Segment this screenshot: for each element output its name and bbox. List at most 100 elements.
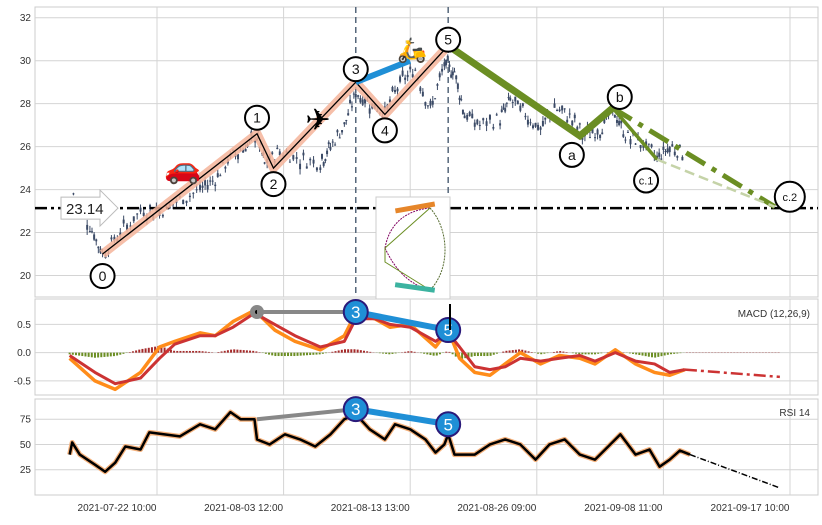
macd-histogram-bar bbox=[141, 349, 143, 353]
level-label: 23.14 bbox=[66, 201, 104, 218]
macd-histogram-bar bbox=[284, 353, 286, 356]
macd-histogram-bar bbox=[562, 352, 564, 353]
candle-body bbox=[469, 112, 471, 116]
macd-histogram-bar bbox=[651, 353, 653, 358]
candle-body bbox=[514, 97, 516, 102]
candle-body bbox=[554, 103, 556, 107]
macd-histogram-bar bbox=[347, 349, 349, 352]
candle-body bbox=[394, 90, 396, 92]
candle-body bbox=[422, 92, 424, 96]
candle-body bbox=[369, 108, 371, 113]
candle-body bbox=[432, 101, 434, 105]
candle-body bbox=[404, 78, 406, 80]
macd-histogram-bar bbox=[654, 353, 656, 358]
macd-histogram-bar bbox=[509, 350, 511, 352]
macd-y-tick-label: -0.5 bbox=[14, 376, 32, 387]
macd-histogram-bar bbox=[388, 353, 390, 355]
candle-body bbox=[660, 158, 662, 159]
macd-histogram-bar bbox=[287, 353, 289, 356]
candle-body bbox=[86, 225, 88, 230]
candle-body bbox=[512, 102, 514, 103]
macd-histogram-bar bbox=[335, 351, 337, 353]
candle-body bbox=[471, 114, 473, 118]
rsi-y-tick-label: 75 bbox=[20, 415, 32, 426]
candle-body bbox=[627, 132, 629, 133]
candle-body bbox=[476, 120, 478, 125]
macd-histogram-bar bbox=[410, 351, 412, 352]
candle-body bbox=[671, 144, 673, 146]
candle-body bbox=[640, 145, 642, 148]
macd-histogram-bar bbox=[344, 349, 346, 352]
macd-histogram-bar bbox=[524, 351, 526, 353]
wave-label-b: b bbox=[616, 89, 624, 105]
candle-body bbox=[209, 180, 211, 181]
rsi-divergence-label: 5 bbox=[443, 415, 452, 434]
candle-body bbox=[574, 115, 576, 118]
macd-histogram-bar bbox=[151, 347, 153, 352]
macd-histogram-bar bbox=[505, 351, 507, 353]
macd-histogram-bar bbox=[366, 351, 368, 352]
candle-body bbox=[522, 103, 524, 106]
candle-body bbox=[89, 231, 91, 232]
candle-body bbox=[474, 123, 476, 127]
candle-body bbox=[332, 142, 334, 143]
candle-body bbox=[414, 70, 416, 71]
candle-body bbox=[334, 145, 336, 146]
macd-histogram-bar bbox=[221, 351, 223, 352]
macd-histogram-bar bbox=[496, 353, 498, 354]
macd-histogram-bar bbox=[297, 353, 299, 356]
candle-body bbox=[436, 84, 438, 86]
candle-body bbox=[182, 200, 184, 204]
candle-body bbox=[299, 164, 301, 169]
candle-body bbox=[564, 108, 566, 109]
candle-body bbox=[616, 120, 618, 123]
candle-body bbox=[329, 147, 331, 150]
price-y-tick-label: 32 bbox=[20, 13, 32, 24]
airplane-icon: ✈ bbox=[305, 104, 330, 137]
macd-histogram-bar bbox=[316, 353, 318, 355]
macd-histogram-bar bbox=[357, 350, 359, 353]
macd-histogram-bar bbox=[233, 349, 235, 352]
macd-histogram-bar bbox=[300, 353, 302, 356]
macd-histogram-bar bbox=[585, 353, 587, 355]
rsi-y-tick-label: 25 bbox=[20, 465, 32, 476]
candle-body bbox=[561, 106, 563, 111]
macd-histogram-bar bbox=[661, 353, 663, 357]
macd-histogram-bar bbox=[433, 353, 435, 356]
x-tick-label: 2021-08-26 09:00 bbox=[457, 503, 536, 514]
candle-body bbox=[667, 148, 669, 152]
macd-histogram-bar bbox=[572, 353, 574, 354]
candle-body bbox=[439, 73, 441, 77]
candle-body bbox=[402, 71, 404, 76]
macd-histogram-bar bbox=[278, 353, 280, 356]
macd-histogram-bar bbox=[230, 350, 232, 353]
macd-histogram-bar bbox=[138, 350, 140, 353]
price-y-tick-label: 24 bbox=[20, 185, 32, 196]
candle-body bbox=[355, 94, 357, 97]
candle-body bbox=[345, 120, 347, 121]
candle-body bbox=[464, 116, 466, 118]
candle-body bbox=[110, 237, 112, 239]
macd-histogram-bar bbox=[531, 352, 533, 353]
macd-histogram-bar bbox=[493, 353, 495, 355]
macd-histogram-bar bbox=[290, 353, 292, 356]
macd-histogram-bar bbox=[385, 353, 387, 354]
rsi-frame bbox=[35, 399, 818, 495]
candle-body bbox=[214, 185, 216, 186]
macd-histogram-bar bbox=[189, 351, 191, 353]
candle-body bbox=[674, 152, 676, 155]
macd-histogram-bar bbox=[426, 353, 428, 355]
candle-body bbox=[589, 137, 591, 138]
candle-body bbox=[635, 144, 637, 145]
candle-body bbox=[597, 130, 599, 135]
wave-label-0: 0 bbox=[99, 268, 107, 284]
macd-histogram-bar bbox=[594, 353, 596, 355]
macd-histogram-bar bbox=[271, 353, 273, 356]
candle-body bbox=[506, 103, 508, 104]
candle-body bbox=[544, 118, 546, 120]
macd-histogram-bar bbox=[78, 353, 80, 356]
macd-histogram-bar bbox=[414, 352, 416, 353]
macd-histogram-bar bbox=[648, 353, 650, 357]
macd-histogram-bar bbox=[483, 353, 485, 356]
macd-histogram-bar bbox=[512, 350, 514, 353]
